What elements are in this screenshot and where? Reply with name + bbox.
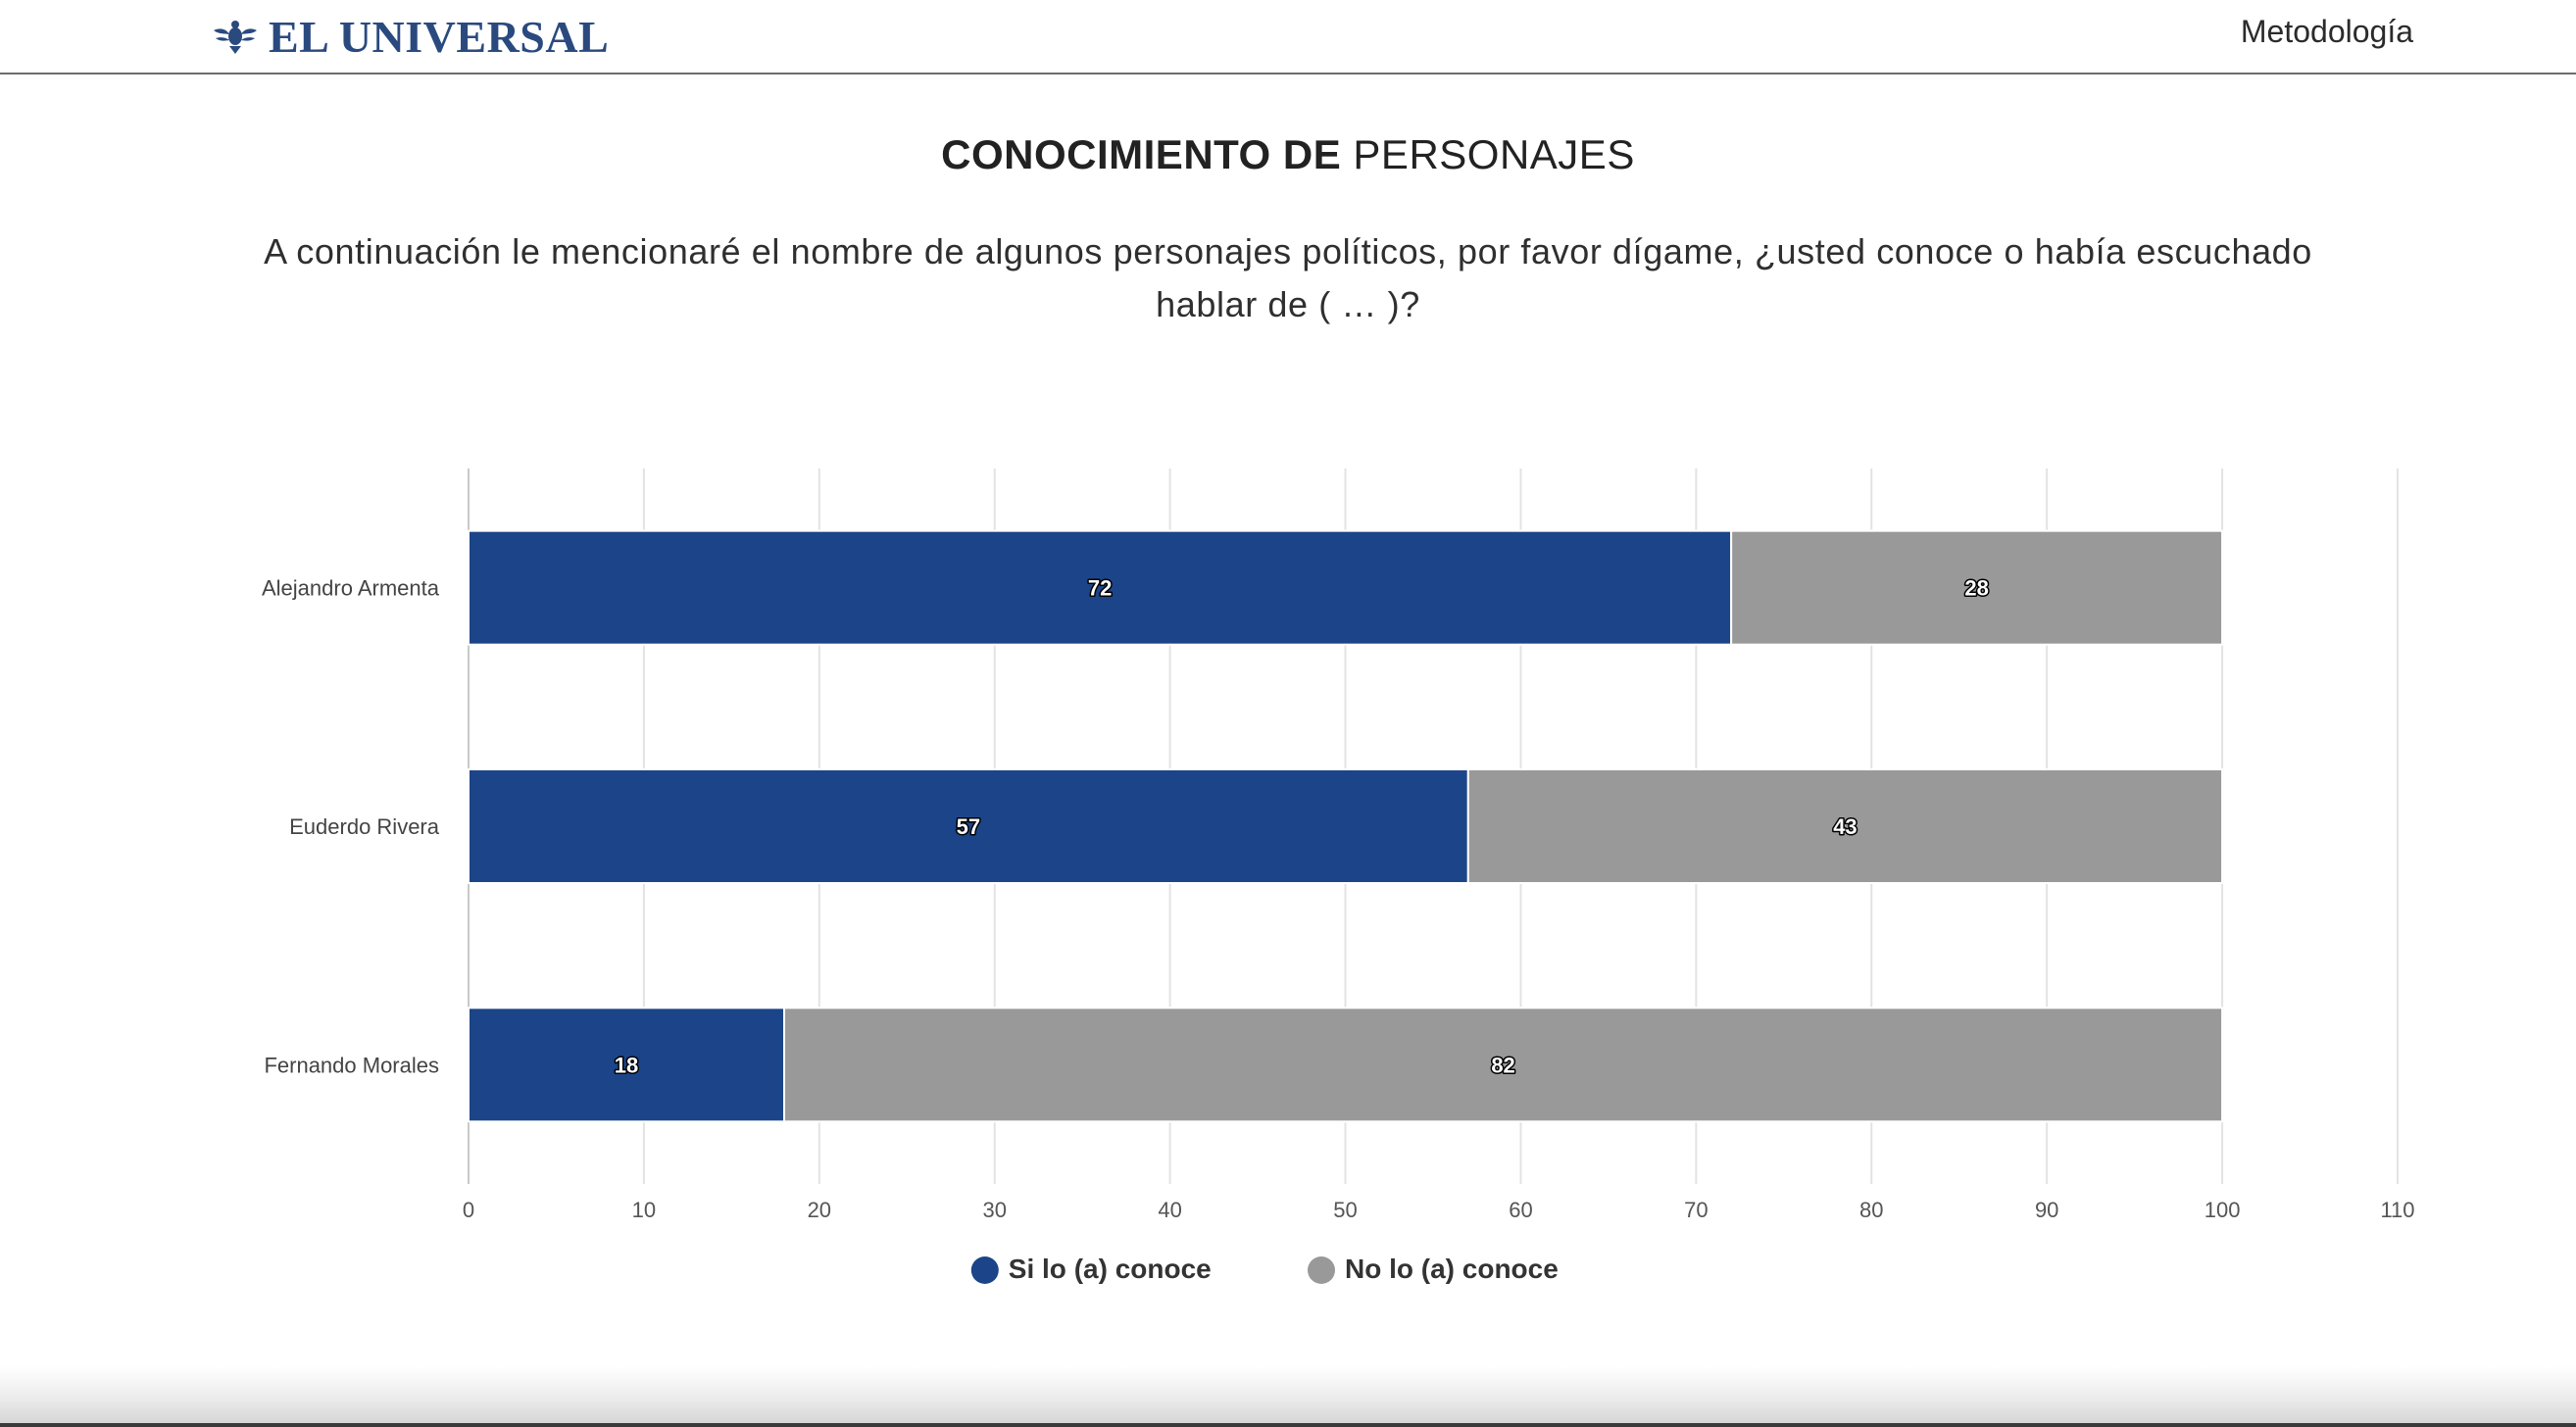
x-tick-label: 10 (632, 1198, 656, 1222)
y-category-label: Fernando Morales (264, 1053, 439, 1077)
chart-title-light: PERSONAJES (1353, 131, 1635, 177)
legend-swatch[interactable] (1308, 1256, 1335, 1284)
eagle-emblem-icon (214, 21, 257, 54)
x-tick-label: 40 (1158, 1198, 1181, 1222)
data-label: 18 (615, 1053, 638, 1077)
x-tick-label: 20 (808, 1198, 831, 1222)
y-category-label: Alejandro Armenta (262, 576, 440, 601)
chart-title: CONOCIMIENTO DE PERSONAJES (0, 131, 2576, 178)
x-tick-label: 70 (1684, 1198, 1708, 1222)
legend-label[interactable]: Si lo (a) conoce (1009, 1254, 1212, 1284)
data-label: 57 (957, 814, 980, 839)
stacked-bar-chart: 72 28 57 43 18 82 0 10 20 30 40 50 60 70 80 90 100 110 Al… (262, 468, 2415, 1284)
data-label: 82 (1491, 1053, 1514, 1077)
chart-container: 72 28 57 43 18 82 0 10 20 30 40 50 60 70 80 90 100 110 Al… (0, 451, 2576, 1333)
data-label: 72 (1088, 576, 1112, 601)
y-category-label: Euderdo Rivera (289, 814, 440, 839)
bar-segment[interactable] (468, 529, 1733, 646)
data-label: 43 (1833, 814, 1857, 839)
x-tick-label: 60 (1509, 1198, 1532, 1222)
x-tick-label: 50 (1333, 1198, 1357, 1222)
x-tick-label: 100 (2204, 1198, 2241, 1222)
chart-question: A continuación le mencionaré el nombre d… (264, 231, 2312, 324)
x-tick-label: 110 (2380, 1198, 2414, 1222)
bar-segment[interactable] (468, 768, 1469, 884)
x-tick-label: 30 (982, 1198, 1006, 1222)
bar-segment[interactable] (468, 1007, 786, 1123)
site-header: EL UNIVERSAL Metodología (0, 0, 2576, 74)
site-logo[interactable]: EL UNIVERSAL (212, 8, 609, 65)
logo-text: EL UNIVERSAL (269, 11, 610, 62)
nav-metodologia-link[interactable]: Metodología (2240, 14, 2413, 49)
chart-title-bold: CONOCIMIENTO DE (941, 131, 1342, 177)
bottom-bar (0, 1366, 2576, 1427)
x-tick-label: 80 (1859, 1198, 1883, 1222)
bar-segment[interactable] (1466, 768, 2224, 884)
bar-segment[interactable] (783, 1007, 2224, 1123)
x-tick-label: 90 (2035, 1198, 2058, 1222)
legend-label[interactable]: No lo (a) conoce (1345, 1254, 1559, 1284)
x-tick-label: 0 (463, 1198, 474, 1222)
bar-segment[interactable] (1730, 529, 2224, 646)
legend-swatch[interactable] (970, 1256, 999, 1284)
data-label: 28 (1964, 576, 1988, 601)
